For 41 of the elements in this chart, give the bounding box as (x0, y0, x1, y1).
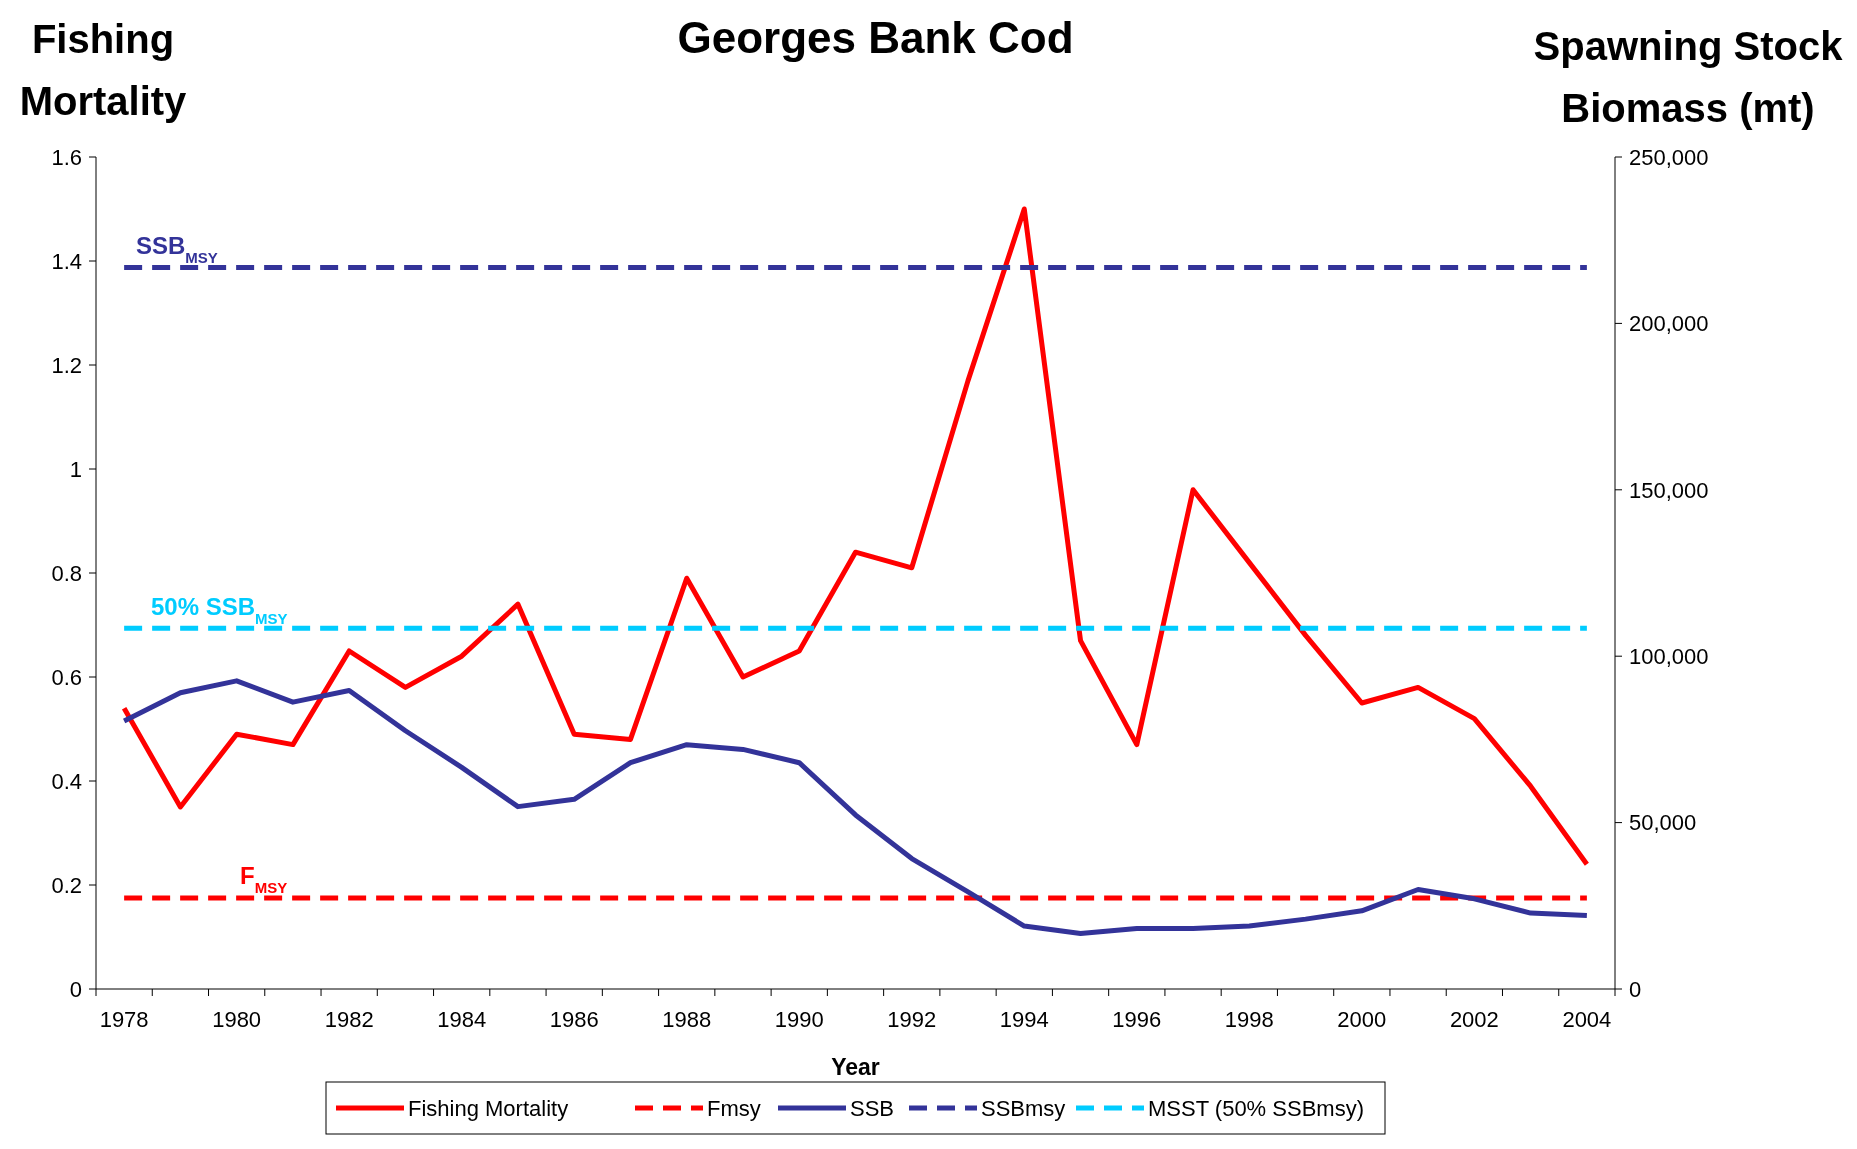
legend-label: MSST (50% SSBmsy) (1148, 1095, 1364, 1121)
y-tick-label: 1.2 (51, 352, 82, 378)
x-axis-title: Year (831, 1054, 880, 1080)
x-tick-label: 2002 (1449, 1007, 1499, 1032)
x-tick-label: 1986 (549, 1007, 599, 1032)
y-tick-label: 1.4 (51, 248, 82, 274)
x-tick-label: 1980 (212, 1007, 262, 1032)
y2-tick-label: 50,000 (1629, 810, 1697, 836)
x-tick-label: 1996 (1112, 1007, 1162, 1032)
y-tick-label: 1.6 (51, 144, 82, 170)
x-tick-label: 1982 (324, 1007, 374, 1032)
x-tick-label: 2004 (1562, 1007, 1612, 1032)
chart-title: Georges Bank Cod (677, 13, 1074, 62)
x-tick-label: 1994 (999, 1007, 1049, 1032)
y2-tick-label: 200,000 (1629, 311, 1709, 337)
x-tick-label: 1978 (99, 1007, 149, 1032)
legend-label: Fmsy (707, 1095, 761, 1121)
x-tick-label: 2000 (1337, 1007, 1387, 1032)
legend-label: SSBmsy (981, 1095, 1066, 1121)
annotation: F$_{MSY}$ (240, 862, 288, 896)
legend-label: Fishing Mortality (408, 1095, 569, 1121)
y-tick-label: 1 (69, 456, 82, 482)
x-tick-label: 1984 (437, 1007, 487, 1032)
x-tick-label: 1990 (774, 1007, 824, 1032)
y-tick-label: 0.8 (51, 560, 82, 586)
x-tick-label: 1998 (1224, 1007, 1274, 1032)
annotation: SSB$_{MSY}$ (136, 231, 218, 266)
y-tick-label: 0.4 (51, 768, 82, 794)
y2-tick-label: 250,000 (1629, 144, 1709, 170)
y-tick-label: 0 (69, 976, 82, 1002)
y-tick-label: 0.2 (51, 872, 82, 898)
y2-tick-label: 0 (1629, 976, 1642, 1002)
legend-label: SSB (850, 1095, 895, 1121)
y2-tick-label: 150,000 (1629, 477, 1709, 503)
y-axis-title: Fishing Mortality (19, 17, 188, 123)
y2-tick-label: 100,000 (1629, 643, 1709, 669)
y2-axis-title: Spawning Stock Biomass (mt) (1533, 24, 1844, 130)
x-tick-label: 1988 (662, 1007, 712, 1032)
y-tick-label: 0.6 (51, 664, 82, 690)
annotation: 50% SSB$_{MSY}$ (151, 592, 288, 627)
x-tick-label: 1992 (887, 1007, 937, 1032)
